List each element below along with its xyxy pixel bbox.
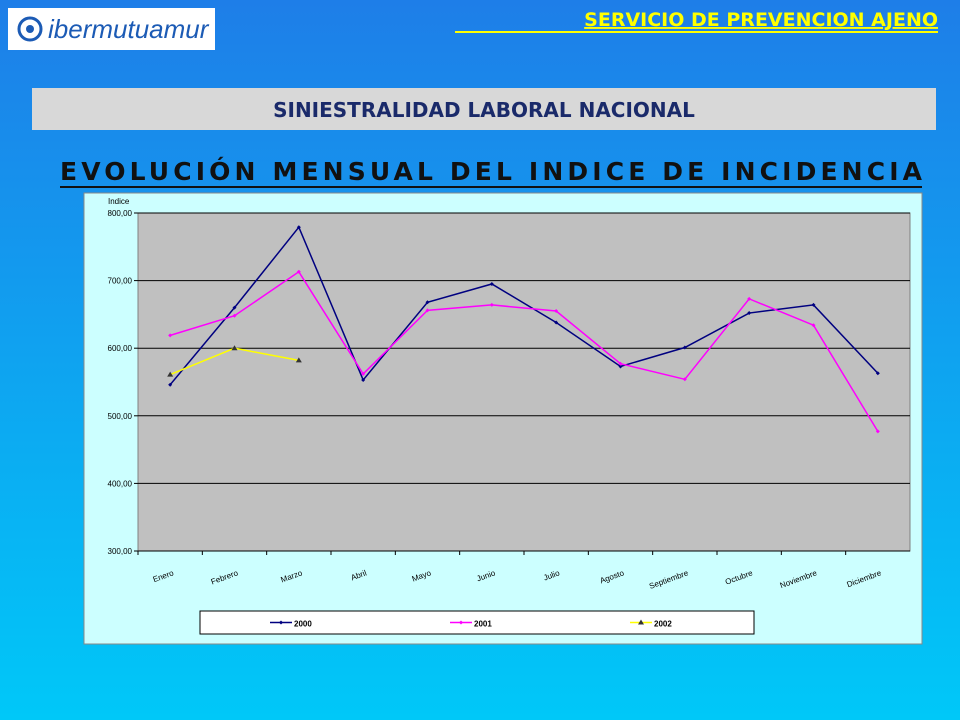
y-tick-label: 400,00: [108, 479, 133, 488]
point: [811, 323, 816, 328]
legend-label: 2000: [294, 620, 312, 629]
point: [232, 313, 237, 318]
point: [618, 364, 623, 369]
point: [296, 269, 301, 274]
point: [425, 308, 430, 313]
point: [747, 296, 752, 301]
point: [682, 345, 687, 350]
legend: [199, 610, 755, 635]
point: [618, 361, 623, 366]
y-tick-label: 800,00: [108, 209, 133, 218]
y-tick-label: 500,00: [108, 412, 133, 421]
plot-area: [137, 212, 911, 552]
logo-text: ibermutuamur: [48, 14, 210, 44]
y-tick-label: 700,00: [108, 277, 133, 286]
point: [875, 429, 880, 434]
y-tick-label: 300,00: [108, 547, 133, 556]
point: [168, 382, 173, 387]
legend-label: 2001: [474, 620, 492, 629]
point: [811, 302, 816, 307]
point: [459, 620, 463, 625]
point: [638, 619, 644, 625]
y-tick-label: 600,00: [108, 344, 133, 353]
point: [231, 345, 238, 351]
point: [295, 357, 302, 363]
section-title: SINIESTRALIDAD LABORAL NACIONAL: [273, 98, 695, 122]
point: [232, 305, 237, 310]
series-line: [169, 225, 879, 386]
point: [682, 377, 687, 382]
point: [279, 620, 283, 625]
legend-label: 2002: [654, 620, 672, 629]
logo-dot: [26, 25, 34, 33]
point: [296, 225, 301, 230]
series-line: [169, 270, 879, 432]
point: [875, 371, 880, 376]
y-axis-label: Indice: [108, 197, 130, 206]
point: [168, 333, 173, 338]
point: [489, 281, 494, 286]
point: [747, 311, 752, 316]
point: [425, 300, 430, 305]
point: [167, 371, 174, 377]
point: [361, 377, 366, 382]
point: [554, 320, 559, 325]
service-title: SERVICIO DE PREVENCION AJENO: [584, 9, 938, 31]
point: [554, 309, 559, 314]
point: [361, 371, 366, 376]
section-bar: [32, 88, 936, 130]
logo-icon: [17, 16, 43, 42]
point: [489, 302, 494, 307]
